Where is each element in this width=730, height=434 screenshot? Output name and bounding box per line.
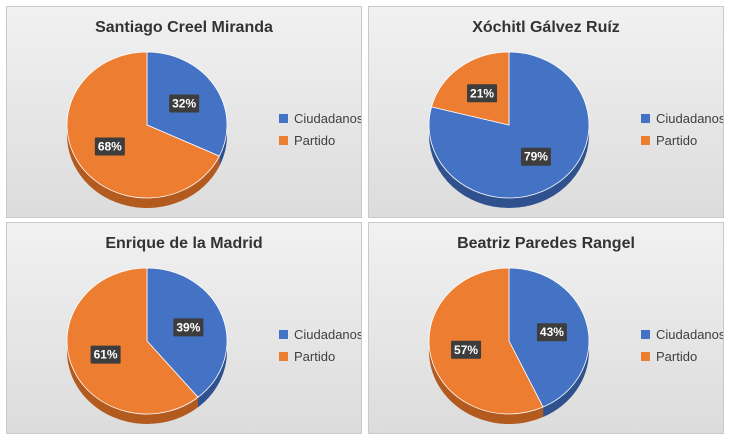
- legend-label: Partido: [294, 132, 336, 148]
- pie-chart: 39% 61%: [66, 267, 228, 424]
- data-label-text: 79%: [524, 150, 548, 164]
- pie-slice-partido: [66, 267, 199, 415]
- data-label-box: [467, 84, 498, 103]
- data-label-ciudadanos: 39%: [173, 318, 204, 337]
- legend-label: Partido: [656, 132, 698, 148]
- legend-swatch: [641, 329, 650, 339]
- data-label-box: [94, 137, 125, 156]
- data-label-text: 21%: [470, 86, 494, 100]
- data-label-text: 61%: [94, 348, 118, 362]
- legend-item-ciudadanos: Ciudadanos: [641, 107, 724, 129]
- pie-slice-side-partido: [67, 341, 198, 424]
- legend-item-ciudadanos: Ciudadanos: [279, 323, 362, 345]
- legend-label: Ciudadanos: [656, 326, 724, 342]
- legend-label: Partido: [656, 348, 698, 364]
- chart-panel-beatriz: 43% 57% Beatriz Paredes Rangel Ciudadanos…: [368, 222, 724, 434]
- data-label-ciudadanos: 32%: [169, 94, 200, 113]
- data-label-box: [536, 323, 567, 342]
- legend-item-partido: Partido: [279, 129, 361, 151]
- chart-legend: Ciudadanos Partido: [279, 323, 362, 367]
- data-label-box: [173, 318, 204, 337]
- pie-chart: 79% 21%: [428, 51, 590, 208]
- data-label-text: 39%: [176, 320, 200, 334]
- data-label-box: [451, 340, 482, 359]
- chart-title: Beatriz Paredes Rangel: [457, 235, 635, 252]
- legend-swatch: [279, 329, 288, 339]
- pie-slice-side-ciudadanos: [543, 341, 589, 418]
- legend-label: Ciudadanos: [294, 326, 362, 342]
- legend-label: Partido: [294, 348, 336, 364]
- legend-label: Ciudadanos: [656, 110, 724, 126]
- legend-item-ciudadanos: Ciudadanos: [641, 323, 724, 345]
- pie-slice-side-partido: [429, 341, 544, 424]
- legend-swatch: [279, 135, 288, 145]
- legend-swatch: [641, 351, 650, 361]
- chart-panel-santiago: 32% 68% Santiago Creel Miranda Ciudadanos…: [6, 6, 362, 218]
- chart-legend: Ciudadanos Partido: [279, 107, 362, 151]
- data-label-partido: 68%: [94, 137, 125, 156]
- data-label-box: [169, 94, 200, 113]
- data-label-text: 68%: [98, 140, 122, 154]
- data-label-ciudadanos: 79%: [520, 147, 551, 166]
- data-label-partido: 21%: [467, 84, 498, 103]
- data-label-text: 57%: [454, 343, 478, 357]
- legend-swatch: [279, 351, 288, 361]
- chart-title: Xóchitl Gálvez Ruíz: [472, 19, 620, 36]
- legend-label: Ciudadanos: [294, 110, 362, 126]
- pie-slice-partido: [428, 267, 544, 415]
- chart-panel-enrique: 39% 61% Enrique de la Madrid Ciudadanos P…: [6, 222, 362, 434]
- chart-legend: Ciudadanos Partido: [641, 107, 724, 151]
- data-label-text: 43%: [540, 325, 564, 339]
- legend-item-partido: Partido: [279, 345, 361, 367]
- legend-item-ciudadanos: Ciudadanos: [279, 107, 362, 129]
- pie-chart: 43% 57%: [428, 267, 590, 424]
- pie-chart: 32% 68%: [66, 51, 228, 208]
- legend-item-partido: Partido: [641, 129, 723, 151]
- pie-slice-side-ciudadanos: [197, 341, 227, 408]
- data-label-box: [520, 147, 551, 166]
- chart-title: Santiago Creel Miranda: [95, 19, 273, 36]
- pie-slice-partido: [66, 51, 220, 199]
- data-label-partido: 61%: [90, 345, 121, 364]
- data-label-ciudadanos: 43%: [536, 323, 567, 342]
- data-label-text: 32%: [172, 96, 196, 110]
- chart-legend: Ciudadanos Partido: [641, 323, 724, 367]
- legend-swatch: [641, 113, 650, 123]
- pie-slice-side-ciudadanos: [219, 125, 227, 167]
- legend-swatch: [279, 113, 288, 123]
- data-label-partido: 57%: [451, 340, 482, 359]
- legend-item-partido: Partido: [641, 345, 723, 367]
- chart-panel-xochitl: 79% 21% Xóchitl Gálvez Ruíz Ciudadanos Pa…: [368, 6, 724, 218]
- data-label-box: [90, 345, 121, 364]
- legend-swatch: [641, 135, 650, 145]
- chart-title: Enrique de la Madrid: [105, 235, 263, 252]
